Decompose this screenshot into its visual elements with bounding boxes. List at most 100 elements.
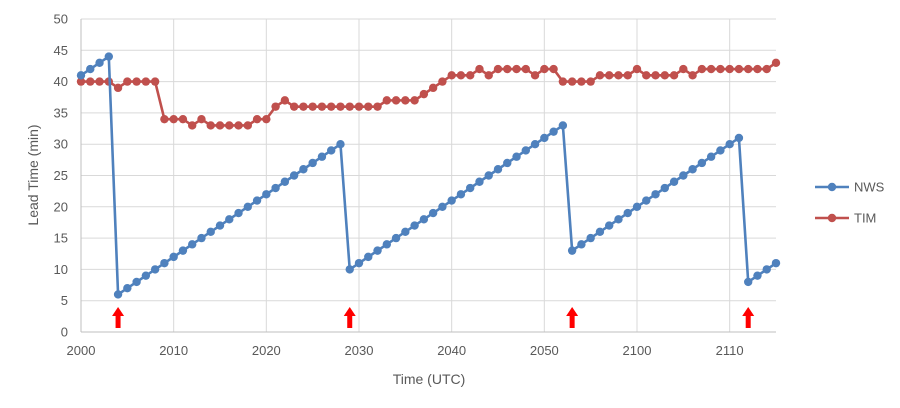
series-nws bbox=[76, 52, 781, 299]
data-point-nws bbox=[744, 277, 753, 287]
data-point-tim bbox=[503, 64, 512, 74]
data-point-nws bbox=[549, 127, 558, 136]
data-point-nws bbox=[206, 227, 215, 237]
data-point-nws bbox=[734, 133, 744, 143]
x-tick-label: 2020 bbox=[252, 343, 281, 358]
data-point-tim bbox=[243, 121, 252, 130]
data-point-nws bbox=[160, 258, 169, 268]
data-point-tim bbox=[530, 71, 540, 80]
y-tick-label: 0 bbox=[61, 325, 68, 340]
data-point-tim bbox=[401, 96, 410, 105]
data-point-tim bbox=[632, 64, 642, 74]
data-point-nws bbox=[438, 202, 447, 211]
data-point-tim bbox=[345, 102, 354, 111]
data-point-nws bbox=[521, 146, 530, 155]
data-point-tim bbox=[150, 77, 160, 86]
data-point-nws bbox=[289, 171, 299, 180]
legend-label-tim: TIM bbox=[854, 211, 876, 226]
data-point-nws bbox=[447, 196, 456, 205]
series-layer bbox=[76, 52, 781, 299]
x-tick-label: 2050 bbox=[530, 343, 559, 358]
y-axis-title: Lead Time (min) bbox=[25, 124, 41, 225]
data-point-tim bbox=[595, 71, 605, 80]
data-point-tim bbox=[289, 102, 299, 111]
data-point-nws bbox=[76, 71, 86, 80]
data-point-tim bbox=[113, 83, 123, 93]
data-point-nws bbox=[401, 227, 410, 237]
data-point-tim bbox=[484, 71, 493, 80]
data-point-tim bbox=[540, 64, 549, 74]
data-point-tim bbox=[614, 71, 623, 80]
data-point-nws bbox=[456, 190, 466, 199]
data-point-nws bbox=[586, 233, 595, 243]
data-point-nws bbox=[382, 240, 391, 249]
legend-label-nws: NWS bbox=[854, 180, 885, 195]
data-point-nws bbox=[419, 215, 429, 224]
data-point-tim bbox=[521, 64, 530, 74]
data-point-tim bbox=[651, 71, 660, 80]
data-point-nws bbox=[428, 208, 438, 218]
data-point-nws bbox=[150, 265, 160, 274]
data-point-nws bbox=[169, 252, 178, 262]
data-point-nws bbox=[336, 140, 345, 149]
data-point-tim bbox=[762, 64, 771, 74]
y-tick-label: 15 bbox=[54, 231, 68, 246]
data-point-nws bbox=[262, 190, 271, 199]
data-point-nws bbox=[178, 246, 188, 255]
up-arrow-icon bbox=[742, 307, 755, 328]
data-point-nws bbox=[188, 240, 197, 249]
data-point-tim bbox=[317, 102, 327, 111]
data-point-tim bbox=[382, 96, 391, 105]
data-point-tim bbox=[475, 64, 484, 74]
x-tick-label: 2000 bbox=[67, 343, 96, 358]
data-point-tim bbox=[419, 89, 429, 99]
data-point-nws bbox=[123, 283, 132, 293]
data-point-nws bbox=[197, 233, 206, 243]
legend-marker-tim bbox=[827, 213, 837, 223]
data-point-tim bbox=[605, 71, 614, 80]
data-point-tim bbox=[354, 102, 364, 111]
data-point-nws bbox=[669, 177, 679, 186]
data-point-nws bbox=[577, 240, 586, 249]
y-tick-label: 35 bbox=[54, 105, 68, 120]
data-point-tim bbox=[753, 64, 762, 74]
y-tick-label: 45 bbox=[54, 43, 68, 58]
data-point-nws bbox=[484, 171, 493, 180]
data-point-tim bbox=[141, 77, 151, 86]
data-point-tim bbox=[567, 77, 577, 86]
data-point-tim bbox=[391, 96, 401, 105]
data-point-nws bbox=[623, 208, 632, 218]
data-point-tim bbox=[76, 77, 86, 86]
y-tick-label: 40 bbox=[54, 74, 68, 89]
y-tick-label: 5 bbox=[61, 293, 68, 308]
data-point-nws bbox=[271, 183, 280, 193]
data-point-nws bbox=[688, 165, 697, 174]
data-point-nws bbox=[716, 146, 725, 155]
data-point-nws bbox=[567, 246, 577, 255]
data-point-nws bbox=[86, 64, 95, 74]
event-arrows bbox=[112, 307, 755, 328]
data-point-nws bbox=[215, 221, 225, 230]
data-point-tim bbox=[706, 64, 716, 74]
data-point-nws bbox=[113, 290, 123, 299]
data-point-tim bbox=[169, 114, 178, 124]
data-point-nws bbox=[632, 202, 642, 211]
data-point-nws bbox=[141, 271, 151, 280]
x-tick-label: 2100 bbox=[623, 343, 652, 358]
x-tick-label: 2010 bbox=[159, 343, 188, 358]
data-point-nws bbox=[706, 152, 716, 161]
data-point-tim bbox=[669, 71, 679, 80]
data-point-tim bbox=[642, 71, 651, 80]
data-point-tim bbox=[197, 114, 206, 124]
data-point-tim bbox=[206, 121, 215, 130]
data-point-tim bbox=[447, 71, 456, 80]
data-point-nws bbox=[373, 246, 382, 255]
data-point-tim bbox=[225, 121, 234, 130]
data-point-tim bbox=[744, 64, 753, 74]
data-point-tim bbox=[558, 77, 568, 86]
y-tick-labels: 0 5 10 15 20 25 30 35 40 45 50 bbox=[54, 12, 68, 340]
up-arrow-icon bbox=[343, 307, 356, 328]
data-point-tim bbox=[234, 121, 243, 130]
series-tim bbox=[76, 58, 781, 130]
